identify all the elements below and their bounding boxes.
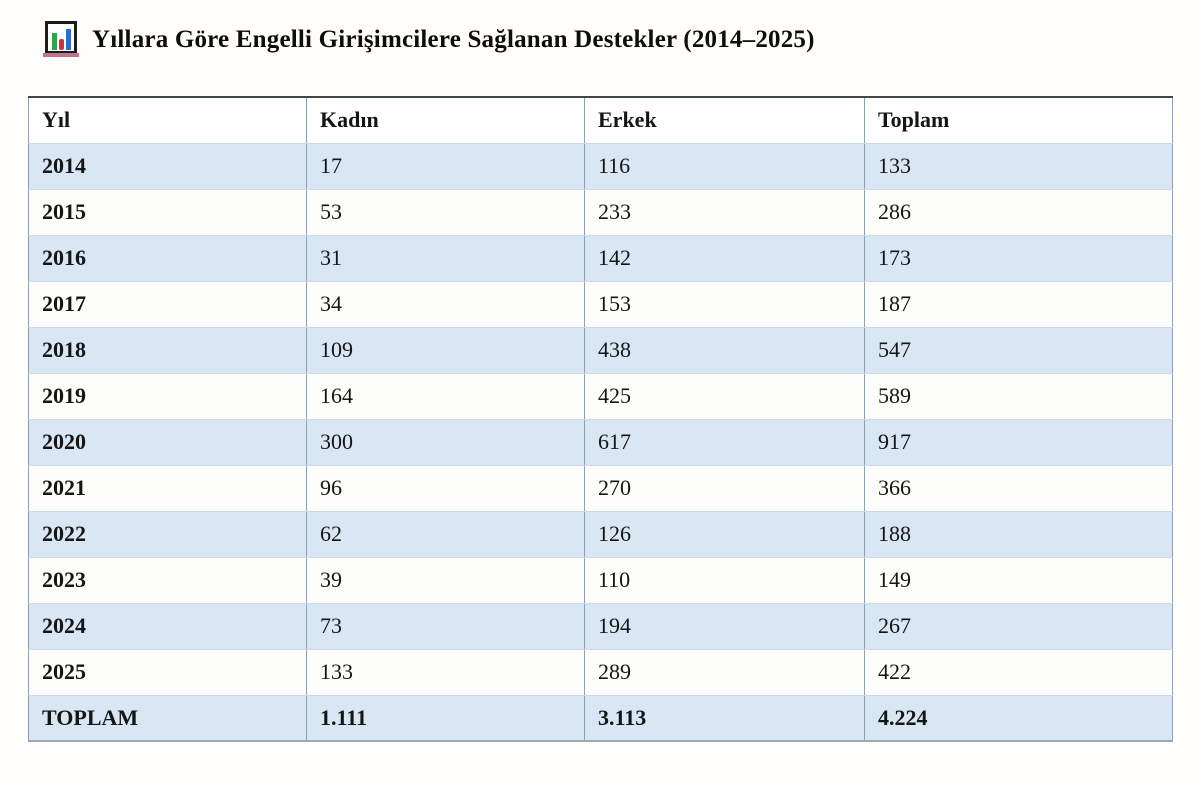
total-row: TOPLAM 1.111 3.113 4.224 (28, 694, 1173, 742)
value-cell: 267 (864, 602, 1173, 650)
table-row: 2019 164 425 589 (28, 372, 1173, 420)
table-row: 2022 62 126 188 (28, 510, 1173, 558)
value-cell: 173 (864, 234, 1173, 282)
year-cell: 2018 (28, 326, 307, 374)
supports-by-year-table: Yıl Kadın Erkek Toplam 2014 17 116 133 2015 53 23… (28, 96, 1173, 742)
table-footer: TOPLAM 1.111 3.113 4.224 (28, 694, 1173, 742)
value-cell: 188 (864, 510, 1173, 558)
table-row: 2025 133 289 422 (28, 648, 1173, 696)
value-cell: 187 (864, 280, 1173, 328)
year-cell: 2014 (28, 142, 307, 190)
column-header-yil: Yıl (28, 96, 307, 144)
page-title: Yıllara Göre Engelli Girişimcilere Sağla… (92, 26, 815, 53)
value-cell: 126 (584, 510, 865, 558)
table-row: 2024 73 194 267 (28, 602, 1173, 650)
table-body: 2014 17 116 133 2015 53 233 286 2016 31 142 173 2017… (28, 142, 1173, 696)
title-bar: Yıllara Göre Engelli Girişimcilere Sağla… (42, 20, 815, 60)
column-header-kadin: Kadın (306, 96, 585, 144)
value-cell: 96 (306, 464, 585, 512)
column-header-toplam: Toplam (864, 96, 1173, 144)
value-cell: 116 (584, 142, 865, 190)
year-cell: 2023 (28, 556, 307, 604)
year-cell: 2015 (28, 188, 307, 236)
year-cell: 2025 (28, 648, 307, 696)
value-cell: 153 (584, 280, 865, 328)
value-cell: 422 (864, 648, 1173, 696)
header-row: Yıl Kadın Erkek Toplam (28, 96, 1173, 144)
value-cell: 289 (584, 648, 865, 696)
value-cell: 425 (584, 372, 865, 420)
total-value-cell: 4.224 (864, 694, 1173, 742)
value-cell: 164 (306, 372, 585, 420)
table-row: 2018 109 438 547 (28, 326, 1173, 374)
column-header-erkek: Erkek (584, 96, 865, 144)
table-row: 2017 34 153 187 (28, 280, 1173, 328)
value-cell: 917 (864, 418, 1173, 466)
value-cell: 149 (864, 556, 1173, 604)
bar-chart-icon (42, 20, 80, 60)
table-row: 2020 300 617 917 (28, 418, 1173, 466)
value-cell: 109 (306, 326, 585, 374)
value-cell: 73 (306, 602, 585, 650)
value-cell: 300 (306, 418, 585, 466)
value-cell: 233 (584, 188, 865, 236)
year-cell: 2024 (28, 602, 307, 650)
value-cell: 133 (306, 648, 585, 696)
value-cell: 62 (306, 510, 585, 558)
value-cell: 366 (864, 464, 1173, 512)
value-cell: 17 (306, 142, 585, 190)
value-cell: 547 (864, 326, 1173, 374)
table-header: Yıl Kadın Erkek Toplam (28, 96, 1173, 144)
table-row: 2014 17 116 133 (28, 142, 1173, 190)
total-value-cell: 1.111 (306, 694, 585, 742)
value-cell: 142 (584, 234, 865, 282)
value-cell: 286 (864, 188, 1173, 236)
year-cell: 2017 (28, 280, 307, 328)
table-row: 2016 31 142 173 (28, 234, 1173, 282)
total-value-cell: 3.113 (584, 694, 865, 742)
value-cell: 110 (584, 556, 865, 604)
value-cell: 438 (584, 326, 865, 374)
year-cell: 2019 (28, 372, 307, 420)
value-cell: 34 (306, 280, 585, 328)
value-cell: 39 (306, 556, 585, 604)
table-row: 2015 53 233 286 (28, 188, 1173, 236)
value-cell: 270 (584, 464, 865, 512)
year-cell: 2021 (28, 464, 307, 512)
value-cell: 589 (864, 372, 1173, 420)
value-cell: 194 (584, 602, 865, 650)
year-cell: 2016 (28, 234, 307, 282)
total-label-cell: TOPLAM (28, 694, 307, 742)
table-row: 2021 96 270 366 (28, 464, 1173, 512)
value-cell: 53 (306, 188, 585, 236)
value-cell: 617 (584, 418, 865, 466)
value-cell: 133 (864, 142, 1173, 190)
year-cell: 2022 (28, 510, 307, 558)
value-cell: 31 (306, 234, 585, 282)
year-cell: 2020 (28, 418, 307, 466)
table-row: 2023 39 110 149 (28, 556, 1173, 604)
